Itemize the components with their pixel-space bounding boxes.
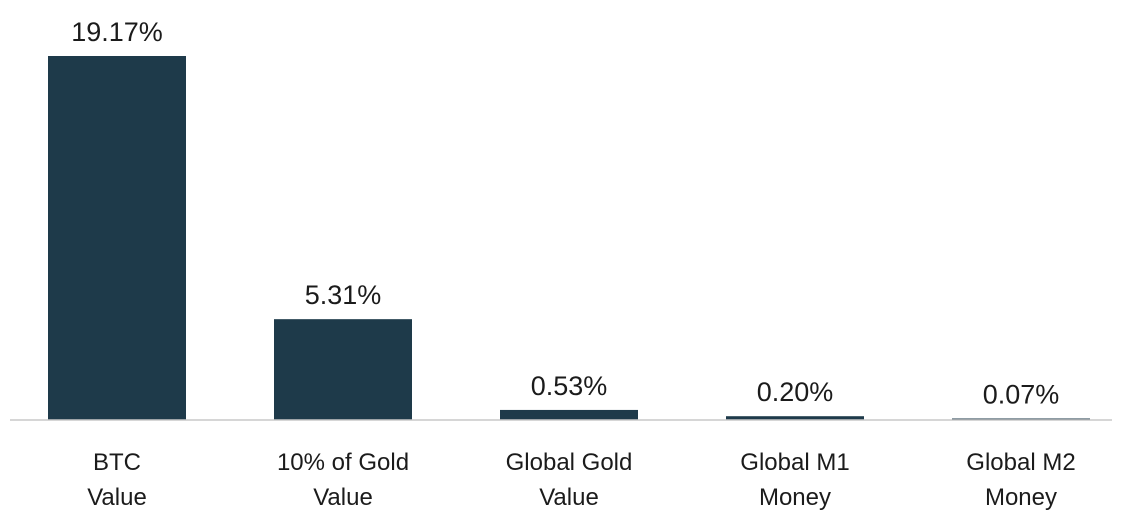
bar: [274, 319, 412, 420]
value-label: 0.20%: [757, 377, 834, 407]
value-label: 19.17%: [71, 17, 163, 47]
category-label: Value: [539, 484, 599, 511]
category-labels-group: BTC Value 10% of Gold Value Global Gold Value…: [87, 449, 1076, 511]
category-label: Global M2: [966, 449, 1075, 476]
bars-group: [48, 56, 1090, 420]
bar: [48, 56, 186, 420]
value-labels-group: 19.17% 5.31% 0.53% 0.20% 0.07%: [71, 17, 1059, 410]
category-label: Global M1: [740, 449, 849, 476]
value-label: 0.07%: [983, 380, 1060, 410]
bar: [726, 416, 864, 420]
category-label: Money: [985, 484, 1057, 511]
bar: [500, 409, 638, 420]
category-label: Value: [313, 484, 373, 511]
category-label: BTC: [93, 449, 141, 476]
value-label: 0.53%: [531, 371, 608, 401]
category-label: Global Gold: [506, 449, 633, 476]
category-label: 10% of Gold: [277, 449, 409, 476]
value-label: 5.31%: [305, 280, 382, 310]
category-label: Money: [759, 484, 831, 511]
category-label: Value: [87, 484, 147, 511]
